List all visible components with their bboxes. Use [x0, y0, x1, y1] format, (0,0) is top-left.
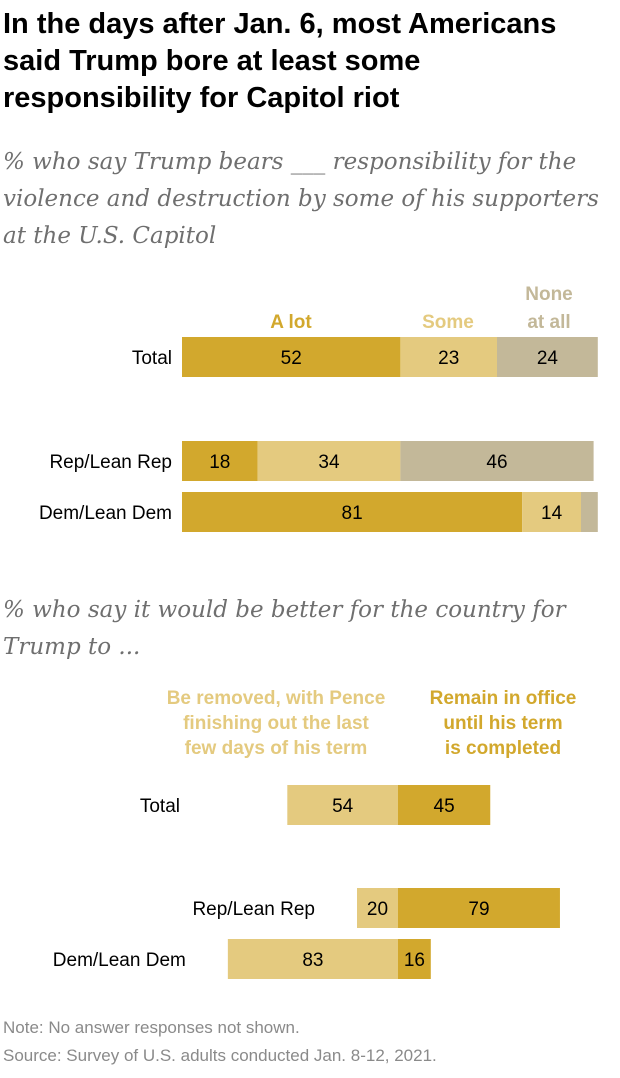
data-label-total-some: 23: [438, 348, 459, 369]
bar-rep-lean-rep-a-lot: [182, 441, 258, 481]
data-label-total-removed: 54: [332, 796, 354, 817]
bar-dem-lean-dem-removed: [227, 939, 398, 979]
data-label-dem-lean-dem-remain: 16: [404, 950, 425, 971]
category-label-2-rep-lean-rep: Rep/Lean Rep: [192, 899, 315, 920]
legend-removed-line-1: finishing out the last: [183, 713, 369, 734]
legend-none-at-all-line-1: at all: [527, 312, 570, 333]
legend-some-line-0: Some: [422, 312, 474, 333]
legend-a-lot-line-0: A lot: [270, 312, 312, 333]
chart2-subtitle: % who say it would be better for the cou…: [3, 597, 566, 660]
bar-dem-lean-dem-none-at-all: [581, 492, 598, 532]
chart-title: In the days after Jan. 6, most Americans…: [3, 8, 557, 114]
data-label-dem-lean-dem-removed: 83: [302, 950, 323, 971]
bar-rep-lean-rep-removed: [357, 888, 398, 928]
data-label-total-a-lot: 52: [281, 348, 302, 369]
chart1-subtitle: % who say Trump bears ___ responsibility…: [3, 149, 599, 249]
legend-remain-line-1: until his term: [443, 713, 562, 734]
data-label-total-remain: 45: [434, 796, 455, 817]
bar-rep-lean-rep-remain: [398, 888, 560, 928]
bar-total-remain: [398, 785, 491, 825]
legend-none-at-all-line-0: None: [525, 284, 573, 305]
footnote: Note: No answer responses not shown. Sou…: [3, 1014, 437, 1070]
data-label-rep-lean-rep-none-at-all: 46: [486, 452, 507, 473]
legend-removed-line-0: Be removed, with Pence: [167, 688, 386, 709]
data-label-rep-lean-rep-a-lot: 18: [209, 452, 230, 473]
legend-remain-line-2: is completed: [445, 738, 561, 759]
legend-remain-line-0: Remain in office: [430, 688, 577, 709]
legend-removed-line-2: few days of his term: [185, 738, 368, 759]
bar-dem-lean-dem-some: [522, 492, 581, 532]
data-label-rep-lean-rep-some: 34: [318, 452, 340, 473]
category-label-total: Total: [132, 348, 172, 369]
data-label-dem-lean-dem-a-lot: 81: [342, 503, 363, 524]
data-label-rep-lean-rep-removed: 20: [367, 899, 388, 920]
data-label-rep-lean-rep-remain: 79: [468, 899, 489, 920]
bar-total-a-lot: [182, 337, 401, 377]
category-label-dem-lean-dem: Dem/Lean Dem: [39, 503, 172, 524]
category-label-2-total: Total: [140, 796, 180, 817]
bar-rep-lean-rep-none-at-all: [400, 441, 594, 481]
bar-total-some: [400, 337, 497, 377]
data-label-dem-lean-dem-some: 14: [541, 503, 563, 524]
bar-total-none-at-all: [497, 337, 598, 377]
category-label-2-dem-lean-dem: Dem/Lean Dem: [53, 950, 186, 971]
bar-rep-lean-rep-some: [257, 441, 401, 481]
bar-total-removed: [287, 785, 398, 825]
source-text: Source: Survey of U.S. adults conducted …: [3, 1046, 437, 1065]
data-label-total-none-at-all: 24: [537, 348, 559, 369]
bar-dem-lean-dem-remain: [398, 939, 431, 979]
note-text: Note: No answer responses not shown.: [3, 1018, 300, 1037]
category-label-rep-lean-rep: Rep/Lean Rep: [49, 452, 172, 473]
bar-dem-lean-dem-a-lot: [182, 492, 523, 532]
